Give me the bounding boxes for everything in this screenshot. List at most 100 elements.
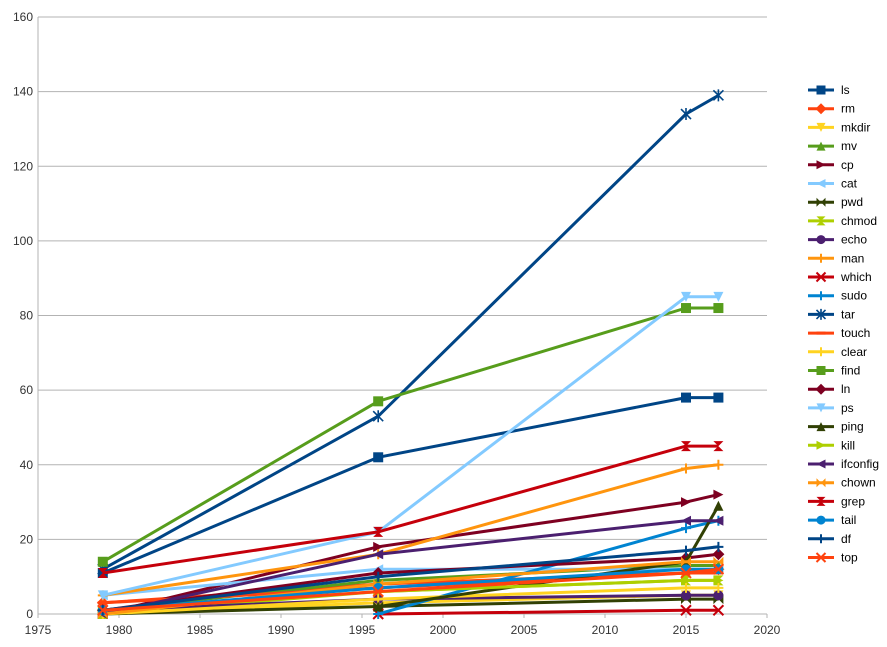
legend-label: top [841, 551, 858, 565]
legend-marker [816, 459, 826, 469]
series-tar [97, 89, 724, 576]
series-line [102, 545, 719, 612]
legend-marker [816, 534, 826, 544]
data-point [713, 590, 724, 601]
x-tick-label: 1985 [187, 623, 214, 637]
legend-label: ps [841, 401, 854, 415]
legend-label: tar [841, 307, 855, 321]
data-point [681, 575, 691, 586]
data-point [680, 108, 692, 121]
legend-label: grep [841, 494, 865, 508]
x-tick-label: 2020 [754, 623, 781, 637]
data-point [373, 541, 384, 552]
x-tick-label: 2015 [673, 623, 700, 637]
legend-item-tail: tail [808, 513, 856, 527]
legend-marker [816, 235, 826, 245]
legend-label: find [841, 364, 860, 378]
legend-label: ls [841, 83, 850, 97]
series-line [102, 597, 719, 616]
data-point [681, 392, 691, 403]
data-point [681, 545, 691, 556]
legend-item-which: which [808, 270, 872, 284]
legend-marker [816, 403, 826, 413]
legend-label: pwd [841, 195, 863, 209]
data-point [373, 571, 384, 582]
data-point [97, 590, 108, 601]
legend-marker [815, 552, 827, 563]
data-point [713, 303, 724, 314]
legend-label: chmod [841, 214, 877, 228]
data-point [373, 452, 384, 463]
legend-item-rm: rm [808, 102, 855, 116]
legend-marker [816, 179, 826, 188]
y-tick-label: 160 [13, 10, 33, 24]
y-tick-label: 140 [13, 85, 33, 99]
series-line [102, 571, 719, 605]
data-point [681, 303, 691, 314]
legend-marker [815, 308, 827, 320]
legend-marker [816, 515, 826, 525]
legend-marker [816, 216, 826, 226]
data-point [712, 604, 725, 616]
legend-item-chown: chown [808, 476, 876, 490]
series-top [97, 563, 725, 616]
y-tick-label: 20 [20, 532, 34, 546]
legend-marker [816, 141, 826, 151]
legend-marker [816, 440, 826, 450]
legend-marker [816, 85, 826, 95]
legend-item-touch: touch [808, 326, 870, 340]
legend-marker [816, 122, 826, 132]
legend-item-pwd: pwd [808, 195, 863, 209]
data-point [713, 459, 724, 470]
data-point [681, 582, 691, 593]
x-tick-label: 1995 [349, 623, 376, 637]
legend-item-chmod: chmod [808, 214, 877, 228]
legend-label: touch [841, 326, 870, 340]
data-point [713, 515, 724, 526]
data-point [713, 441, 724, 452]
legend-item-ls: ls [808, 83, 850, 97]
series-line [102, 493, 719, 616]
series-line [102, 567, 719, 612]
legend-marker [816, 160, 826, 170]
legend-label: chown [841, 476, 876, 490]
y-tick-label: 0 [26, 607, 33, 621]
legend-marker [816, 291, 826, 301]
data-point [373, 549, 384, 560]
legend-label: mkdir [841, 120, 870, 134]
series-lines [96, 89, 725, 620]
series-line [102, 444, 719, 575]
x-tick-label: 1990 [268, 623, 295, 637]
legend-marker [816, 422, 826, 432]
tick-labels: 0 20 40 60 80 100 120 140 160 1975 1980 1985 1990 199… [13, 10, 781, 637]
series-line [102, 94, 720, 571]
x-tick-label: 2000 [430, 623, 457, 637]
data-point [373, 601, 384, 612]
data-point [712, 89, 724, 102]
legend-item-echo: echo [808, 233, 867, 247]
x-tick-label: 2010 [592, 623, 619, 637]
data-point [713, 556, 724, 567]
legend-label: rm [841, 102, 855, 116]
data-point [681, 590, 691, 601]
data-point [681, 515, 691, 526]
data-point [712, 563, 725, 575]
y-tick-label: 60 [20, 383, 34, 397]
y-tick-label: 40 [20, 458, 34, 472]
series-find [97, 303, 724, 567]
legend-label: echo [841, 233, 867, 247]
legend-label: df [841, 532, 852, 546]
legend-item-cp: cp [808, 158, 854, 172]
series-line [102, 306, 719, 564]
legend-label: sudo [841, 289, 867, 303]
legend-marker [816, 496, 826, 506]
legend-item-mv: mv [808, 139, 857, 153]
legend-item-tar: tar [808, 307, 855, 321]
legend-label: cat [841, 177, 858, 191]
legend-item-grep: grep [808, 494, 865, 508]
data-point [680, 567, 692, 579]
legend-label: tail [841, 513, 856, 527]
legend-item-clear: clear [808, 345, 867, 359]
series-grep [97, 441, 724, 578]
